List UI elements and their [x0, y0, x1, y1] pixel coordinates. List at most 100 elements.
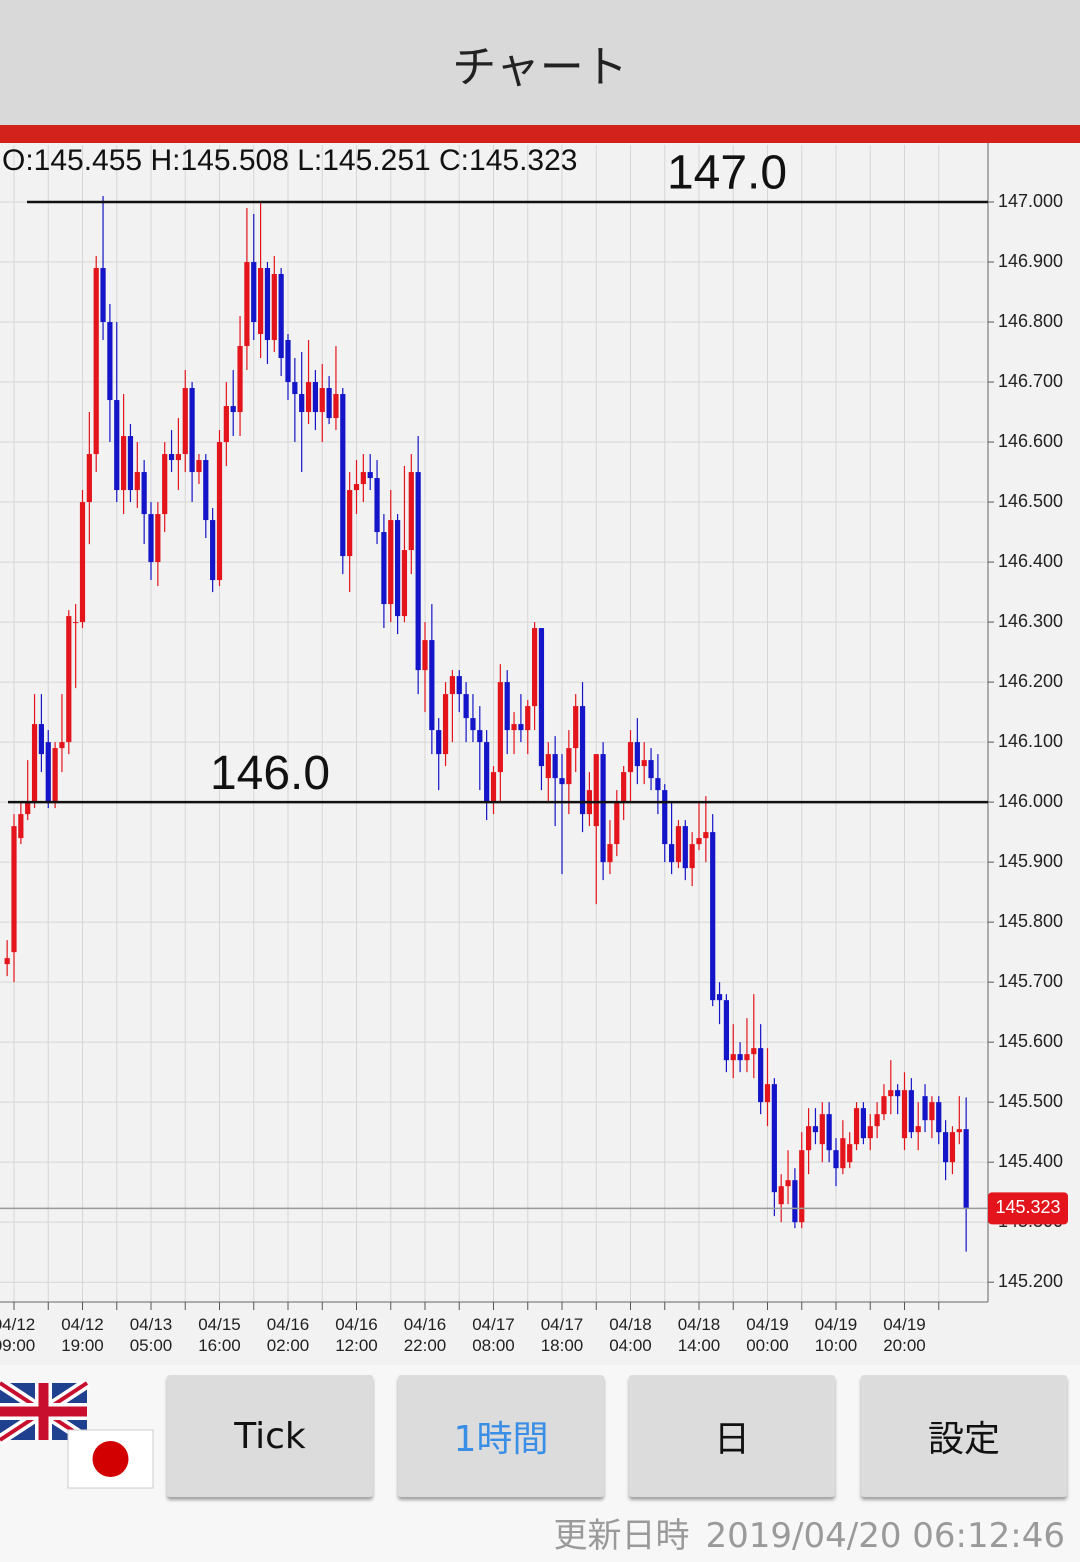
price-line-label: 146.0: [210, 747, 330, 800]
jp-flag[interactable]: [67, 1429, 154, 1489]
x-tick-label: 04/18 04:00: [609, 1315, 652, 1355]
candle-body: [312, 382, 318, 413]
x-tick-label: 04/16 22:00: [403, 1315, 447, 1355]
candle-body: [175, 454, 181, 461]
y-tick-label: 145.700: [998, 971, 1063, 991]
y-tick-label: 147.000: [998, 191, 1063, 211]
candle-body: [963, 1129, 969, 1209]
candle-body: [326, 388, 332, 419]
candle-body: [114, 400, 120, 491]
candle-body: [662, 790, 668, 845]
candle-body: [66, 616, 72, 743]
daily-button[interactable]: 日: [629, 1375, 835, 1497]
x-tick-label: 04/15 16:00: [198, 1315, 241, 1355]
candle-body: [833, 1150, 839, 1169]
candle-body: [840, 1138, 846, 1169]
candle-body: [121, 436, 127, 491]
candle-body: [258, 268, 264, 335]
y-tick-label: 145.800: [998, 911, 1063, 931]
x-tick-label: 04/16 12:00: [335, 1315, 378, 1355]
candle-body: [710, 832, 716, 1001]
candle-body: [463, 694, 469, 719]
y-tick-label: 146.100: [998, 731, 1063, 751]
candle-body: [853, 1108, 860, 1145]
candle-body: [641, 760, 647, 767]
x-tick-label: 04/19 20:00: [883, 1315, 926, 1355]
candle-body: [189, 388, 195, 473]
hourly-button[interactable]: 1時間: [398, 1375, 604, 1497]
candle-body: [73, 622, 79, 624]
candle-body: [751, 1048, 757, 1055]
settings-button[interactable]: 設定: [861, 1375, 1067, 1497]
candle-body: [922, 1096, 928, 1121]
candle-body: [162, 454, 168, 515]
candle-body: [237, 346, 243, 413]
candle-body: [203, 460, 209, 521]
x-tick-label: 04/12 09:00: [0, 1315, 36, 1355]
candle-body: [545, 754, 551, 779]
candle-body: [107, 322, 113, 401]
candle-body: [38, 724, 44, 755]
candle-body: [52, 748, 58, 803]
candle-body: [319, 388, 325, 413]
candle-body: [367, 472, 373, 479]
candle-body: [484, 742, 490, 803]
candle-body: [490, 772, 497, 803]
candle-body: [600, 754, 606, 863]
candle-body: [25, 802, 31, 815]
y-tick-label: 146.400: [998, 551, 1063, 571]
x-tick-label: 04/18 14:00: [677, 1315, 721, 1355]
candle-body: [764, 1084, 771, 1103]
candle-body: [141, 472, 147, 515]
candle-body: [59, 742, 65, 749]
candle-body: [353, 484, 360, 491]
candle-body: [566, 748, 572, 785]
candle-body: [497, 682, 503, 773]
candle-body: [251, 262, 257, 323]
app-header: チャート: [0, 0, 1080, 125]
x-tick-label: 04/17 18:00: [540, 1315, 584, 1355]
candle-body: [758, 1048, 764, 1103]
y-tick-label: 146.300: [998, 611, 1063, 631]
candle-body: [593, 754, 599, 827]
candle-body: [792, 1180, 798, 1223]
candle-body: [299, 394, 305, 413]
candle-body: [716, 994, 723, 1001]
candle-body: [943, 1132, 949, 1163]
candle-body: [874, 1114, 880, 1127]
candle-body: [881, 1096, 887, 1115]
candle-body: [785, 1180, 791, 1187]
candle-body: [271, 274, 277, 341]
y-tick-label: 146.700: [998, 371, 1063, 391]
candle-body: [648, 760, 654, 779]
candle-body: [31, 724, 38, 803]
update-label: 更新日時: [553, 1516, 690, 1556]
candle-body: [799, 1150, 805, 1223]
candle-body: [223, 406, 229, 443]
candle-body: [532, 628, 538, 707]
tick-button[interactable]: Tick: [167, 1375, 373, 1497]
current-price-label: 145.323: [995, 1197, 1060, 1217]
candle-body: [182, 388, 188, 455]
candle-body: [333, 394, 339, 419]
candle-body: [614, 802, 620, 845]
candle-body: [771, 1084, 777, 1193]
y-tick-label: 146.800: [998, 311, 1063, 331]
candle-body: [93, 268, 99, 455]
candle-body: [908, 1090, 914, 1133]
x-tick-label: 04/17 08:00: [472, 1315, 515, 1355]
update-time: 更新日時 2019/04/20 06:12:46: [554, 1508, 1065, 1557]
y-tick-label: 146.200: [998, 671, 1063, 691]
uk-flag[interactable]: [0, 1378, 91, 1445]
y-tick-label: 146.000: [998, 791, 1063, 811]
candle-body: [449, 676, 455, 695]
candle-body: [292, 382, 298, 395]
candle-body: [634, 742, 640, 767]
candle-body: [210, 520, 216, 581]
candle-body: [11, 826, 17, 953]
current-price-tag: [988, 1192, 1068, 1225]
candle-body: [134, 472, 140, 491]
candle-body: [168, 454, 175, 461]
candle-body: [408, 472, 414, 551]
